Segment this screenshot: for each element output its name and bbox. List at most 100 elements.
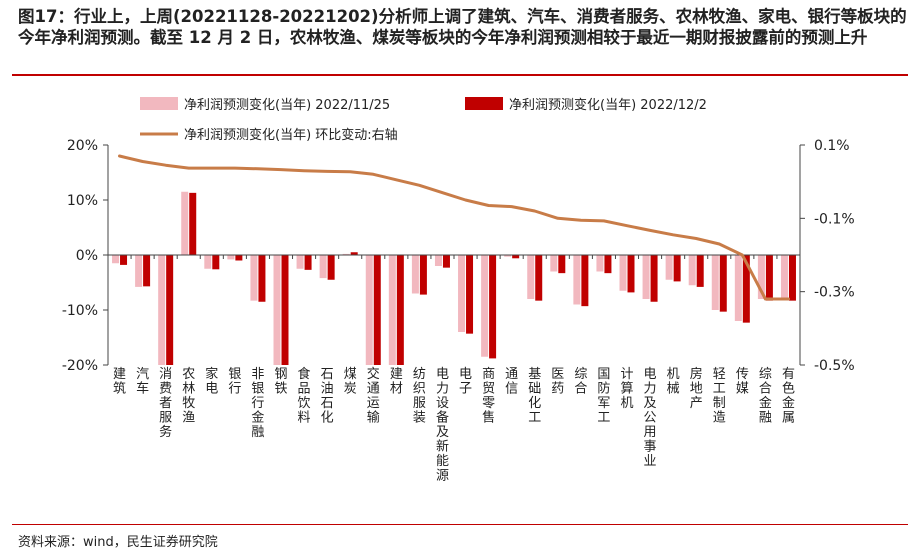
bar-1125 [665,255,673,280]
legend: 净利润预测变化(当年) 2022/11/25 净利润预测变化(当年) 2022/1… [140,97,707,143]
bottom-rule [12,524,908,525]
legend-label-line: 净利润预测变化(当年) 环比变动:右轴 [184,127,398,143]
bar-1125 [527,255,535,299]
bar-1202 [419,255,427,295]
bar-1125 [481,255,489,357]
bar-1202 [189,192,197,255]
category-label: 传媒 [736,367,749,397]
category-label: 钢铁 [274,367,287,397]
category-label: 建材 [390,367,403,397]
category-label: 综合金融 [759,367,772,426]
bar-1125 [296,255,304,269]
legend-label-1125: 净利润预测变化(当年) 2022/11/25 [184,97,390,113]
right-axis-tick-label: -0.1% [814,211,855,227]
category-label: 电子 [459,367,472,397]
bar-1202 [512,255,520,259]
category-label: 农林牧渔 [182,367,195,426]
category-label: 国防军工 [597,367,610,426]
bar-1202 [673,255,681,282]
bar-1125 [434,255,442,266]
category-label: 医药 [551,367,564,397]
category-label: 有色金属 [782,367,795,426]
category-label: 消费者服务 [159,367,172,440]
category-label: 电力及公用事业 [644,367,657,469]
bar-1202 [742,255,750,323]
bar-1202 [535,255,543,301]
right-axis-tick-label: -0.5% [814,358,855,374]
bar-1125 [573,255,581,305]
top-rule [12,74,908,76]
bar-1125 [711,255,719,310]
bar-1125 [135,255,143,287]
bar-1125 [411,255,419,294]
bar-1202 [166,255,174,365]
bar-1125 [619,255,627,291]
category-label: 通信 [505,367,518,397]
bar-1202 [650,255,658,302]
category-label: 基础化工 [528,367,541,426]
category-label: 银行 [228,367,241,397]
bar-1202 [304,255,312,270]
category-label: 房地产 [690,366,703,411]
bar-1125 [365,255,373,365]
bar-1125 [204,255,212,269]
bar-1202 [558,255,566,274]
bar-1125 [550,255,558,272]
bar-1125 [158,255,166,365]
bar-1125 [780,255,788,299]
bar-1202 [281,255,289,365]
category-label: 商贸零售 [482,367,495,426]
bar-1202 [788,255,796,301]
legend-swatch-1125 [140,97,178,110]
bar-1202 [696,255,704,287]
category-label: 煤炭 [344,367,357,397]
bar-1202 [581,255,589,307]
left-axis-tick-label: 0% [76,248,98,264]
bar-1202 [489,255,497,359]
source-note: 资料来源：wind，民生证券研究院 [18,535,218,550]
bar-1125 [342,253,350,255]
plot-area: 20% 10% 0% -10% -20% 0.1% -0.1% -0.3% -0.5% 建筑汽车消… [62,138,855,484]
category-label: 汽车 [136,367,149,397]
category-label: 纺织服装 [413,367,426,426]
legend-swatch-1202 [465,97,503,110]
bar-1202 [765,255,773,301]
left-axis-tick-label: 20% [67,138,98,154]
bar-1125 [250,255,258,301]
category-label: 家电 [205,366,218,397]
category-label: 交通运输 [367,366,380,426]
category-label: 机械 [667,367,680,397]
bar-1125 [504,255,512,257]
right-axis-tick-label: 0.1% [814,138,850,154]
bar-1125 [273,255,281,365]
line-series-right-axis [118,154,790,301]
legend-label-1202: 净利润预测变化(当年) 2022/12/2 [509,97,707,113]
left-axis-tick-label: 10% [67,193,98,209]
category-label: 石油石化 [321,367,334,426]
category-label: 轻工制造 [713,367,726,426]
bar-1125 [757,255,765,299]
bar-1125 [642,255,650,299]
bar-1202 [373,255,381,365]
bar-1202 [442,255,450,268]
bar-1202 [396,255,404,365]
bar-1125 [112,255,120,264]
bar-1202 [120,255,128,265]
bar-1202 [143,255,151,287]
category-label: 食品饮料 [298,366,311,426]
figure-title: 图17：行业上，上周(20221128-20221202)分析师上调了建筑、汽车… [18,7,907,47]
category-label: 建筑 [113,367,126,397]
bar-1202 [258,255,266,302]
bar-1202 [719,255,727,312]
left-axis-tick-label: -10% [62,303,98,319]
category-label: 综合 [574,367,587,397]
bar-1202 [235,255,243,261]
bar-1125 [734,255,742,321]
bar-1125 [227,255,235,260]
bar-1125 [596,255,604,272]
bar-1125 [181,191,189,255]
bar-1202 [627,255,635,293]
bar-1202 [466,255,474,334]
bar-1125 [319,255,327,279]
